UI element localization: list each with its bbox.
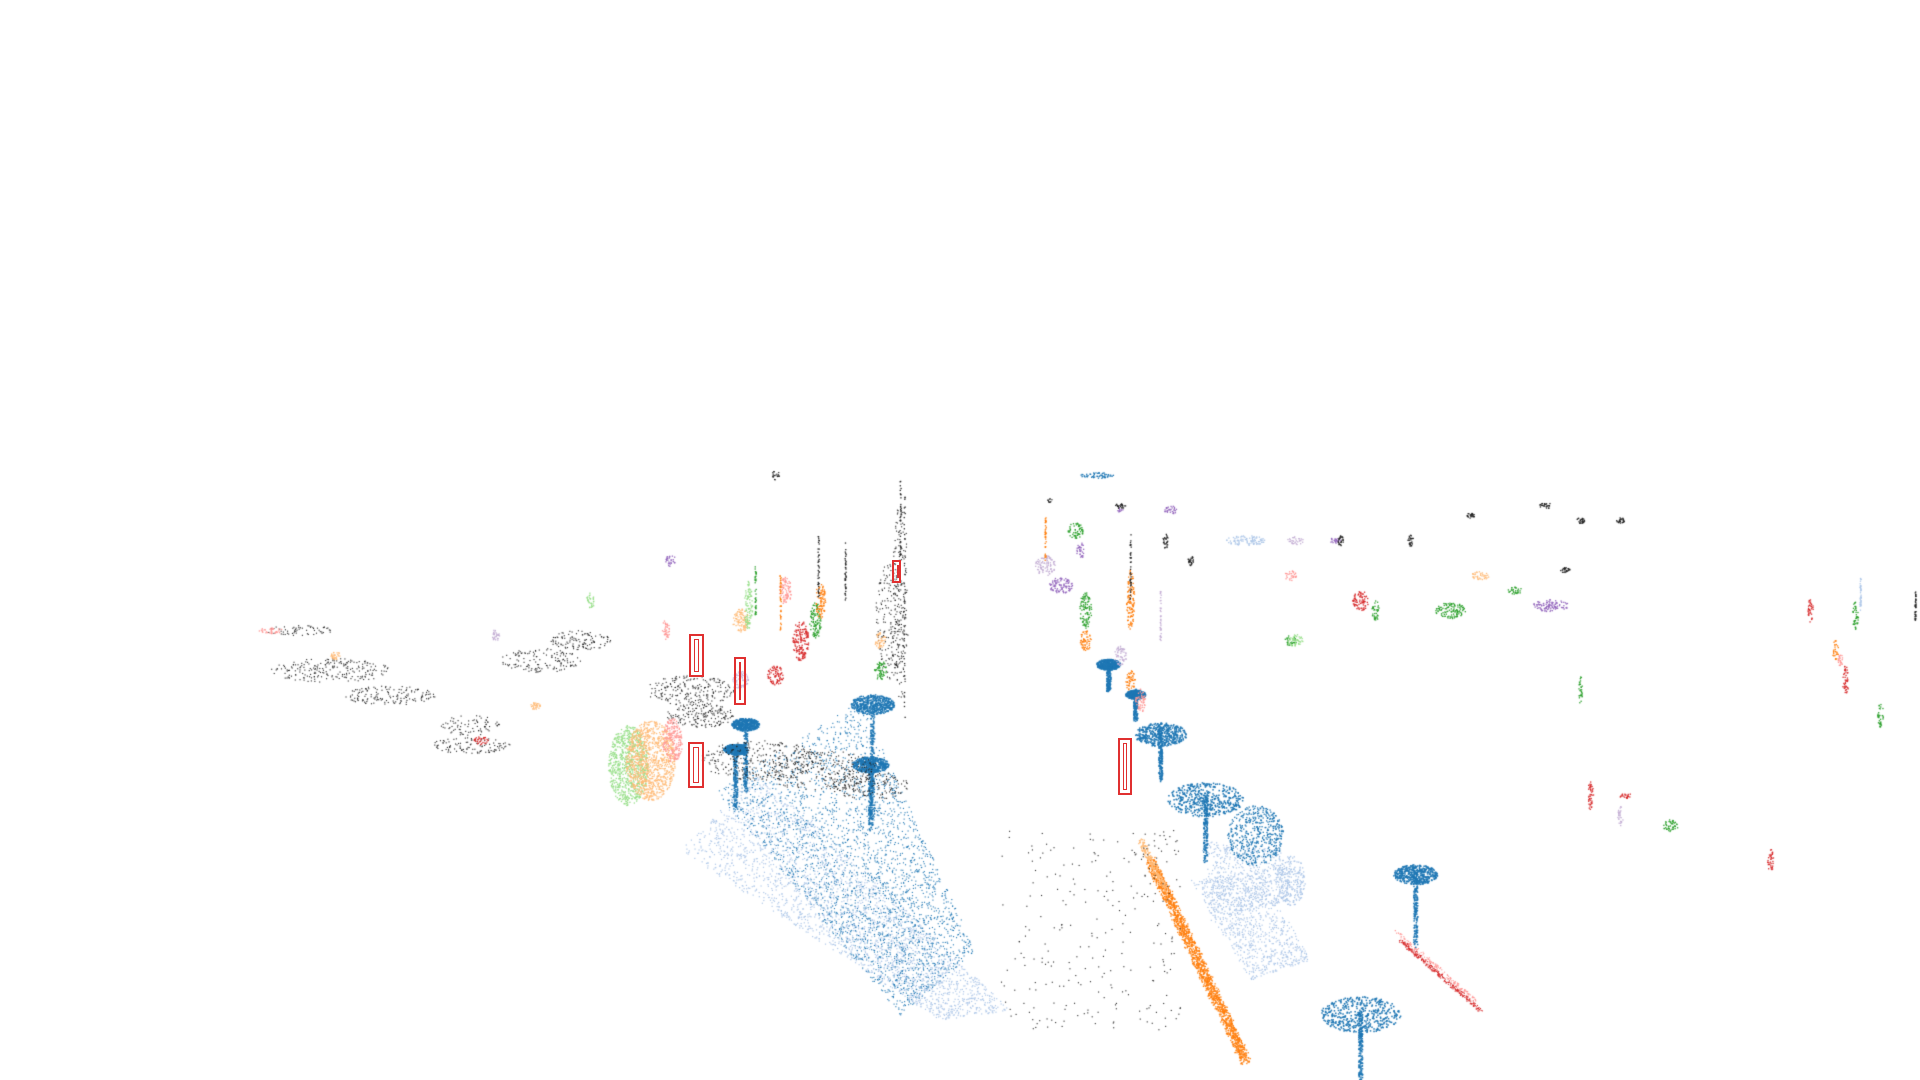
bounding-box	[1118, 738, 1132, 795]
bounding-box	[734, 657, 746, 705]
bounding-box	[689, 634, 704, 677]
bounding-box	[688, 742, 704, 788]
bounding-box	[892, 560, 901, 583]
